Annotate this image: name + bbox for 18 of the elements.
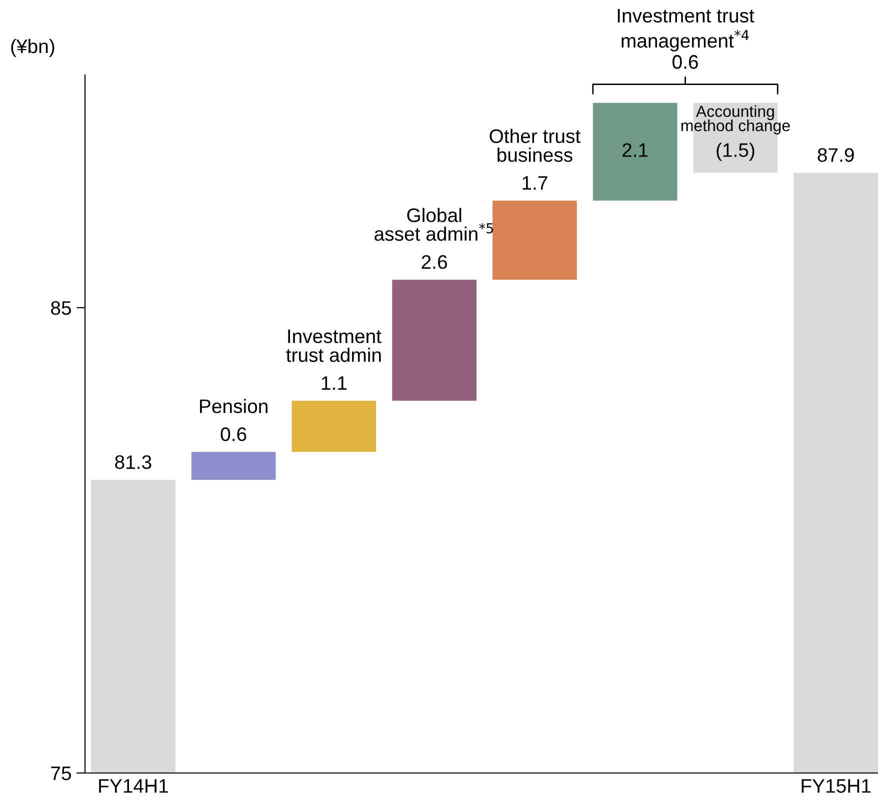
data-label: 2.1 — [622, 143, 648, 157]
data-label: 0.6 — [220, 427, 246, 442]
data-label: 1.1 — [322, 376, 347, 390]
y-axis-title: (¥bn) — [11, 38, 54, 58]
data-label: 81.3 — [115, 455, 152, 470]
x-tick-label: FY15H1 — [802, 779, 871, 793]
x-tick-label: Other trust business — [490, 128, 580, 162]
x-tick-label: Pension — [200, 398, 268, 414]
y-tick-label: 75 — [51, 766, 71, 780]
data-label: 87.9 — [818, 148, 854, 162]
y-tick-label: 85 — [51, 301, 71, 315]
text: Investment trust management$^{*4}$ 0.6 — [618, 9, 754, 69]
x-tick-label: Accounting method change — [681, 105, 790, 134]
data-label: 1.7 — [522, 176, 548, 190]
x-tick-label: FY14H1 — [99, 779, 168, 793]
data-label: 2.6 — [422, 255, 447, 269]
data-label: (1.5) — [716, 142, 754, 161]
x-tick-label: Investment trust admin — [286, 330, 382, 362]
